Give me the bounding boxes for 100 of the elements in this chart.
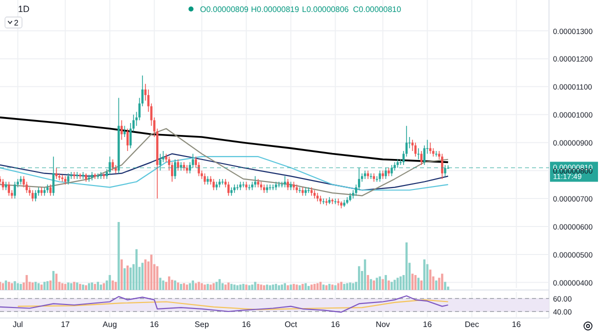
bar [32, 282, 34, 290]
candlestick [126, 128, 129, 152]
bar [390, 282, 393, 290]
bar [194, 283, 197, 290]
candlestick [370, 172, 372, 180]
bar [441, 274, 444, 290]
bar [221, 283, 224, 290]
bar [284, 283, 286, 290]
bar [206, 284, 209, 290]
bar [396, 278, 399, 290]
bar [4, 280, 8, 290]
annotation: H0.00000819 [251, 5, 300, 14]
bar [150, 254, 152, 290]
candlestick [414, 142, 417, 157]
bar [245, 284, 248, 290]
bar [364, 259, 366, 290]
bar [112, 280, 114, 290]
bar [370, 279, 372, 290]
bar [400, 276, 402, 290]
bar [212, 283, 215, 290]
x-tick-label: 16 [150, 320, 160, 329]
bar [260, 284, 262, 290]
bar [248, 285, 250, 290]
bar [100, 284, 102, 290]
bar [346, 283, 348, 290]
x-tick-label: 17 [60, 320, 70, 329]
bar [204, 284, 206, 290]
candlestick [176, 158, 180, 171]
bar [266, 284, 268, 290]
candlestick [120, 120, 123, 140]
bar [114, 282, 117, 290]
bar [257, 284, 260, 290]
x-tick-label: 16 [422, 320, 432, 329]
bar [263, 285, 266, 290]
bar [144, 259, 147, 290]
candlestick [286, 178, 289, 191]
candlestick [8, 181, 10, 196]
candlestick [67, 172, 70, 185]
bar [388, 280, 390, 290]
bar [90, 282, 94, 290]
bar [20, 284, 22, 290]
bar [239, 284, 242, 290]
candlestick [14, 181, 16, 199]
bar [200, 283, 203, 290]
bar [10, 283, 13, 290]
bar [227, 282, 230, 290]
bar [382, 279, 384, 290]
candlestick [278, 181, 280, 188]
bar [438, 278, 440, 290]
candlestick [212, 178, 215, 191]
bar [162, 280, 164, 290]
x-tick-label: Aug [102, 320, 117, 329]
bar [129, 268, 132, 290]
x-tick-label: 16 [242, 320, 252, 329]
bar [384, 275, 387, 290]
bar [126, 266, 129, 290]
bar [414, 275, 417, 290]
bar [286, 285, 289, 290]
bar [366, 275, 370, 290]
bar [159, 278, 162, 290]
candlestick [441, 153, 444, 180]
bar [52, 270, 55, 290]
bar [70, 283, 72, 290]
bar [120, 259, 123, 290]
bar [182, 283, 186, 290]
candlestick [378, 170, 381, 182]
bar [141, 262, 144, 290]
bar [82, 284, 84, 290]
bar [73, 282, 76, 290]
candlestick [204, 172, 206, 185]
bar [224, 284, 227, 290]
bar [349, 282, 352, 290]
bar [40, 284, 43, 290]
candlestick [49, 184, 52, 196]
x-tick-label: Jul [12, 320, 24, 329]
bar [394, 280, 396, 290]
text: 1D [18, 4, 30, 14]
bar [242, 284, 244, 290]
bar [55, 274, 58, 290]
x-tick-label: 16 [512, 320, 522, 329]
bar [302, 284, 304, 290]
bar [334, 285, 336, 290]
candlestick [227, 181, 230, 196]
bar [61, 283, 64, 290]
bar [316, 283, 319, 290]
bar [298, 285, 301, 290]
candlestick [254, 176, 256, 188]
bar [331, 284, 334, 290]
bar [337, 283, 340, 290]
line-series [0, 116, 450, 164]
x-tick-label: Oct [284, 320, 298, 329]
bar [49, 280, 52, 290]
bar [26, 275, 28, 290]
bar [124, 268, 126, 290]
bar [84, 285, 88, 290]
bar [102, 283, 105, 290]
line-series [17, 299, 449, 310]
bar [176, 282, 180, 290]
candlestick [88, 174, 90, 182]
candlestick [429, 142, 432, 154]
